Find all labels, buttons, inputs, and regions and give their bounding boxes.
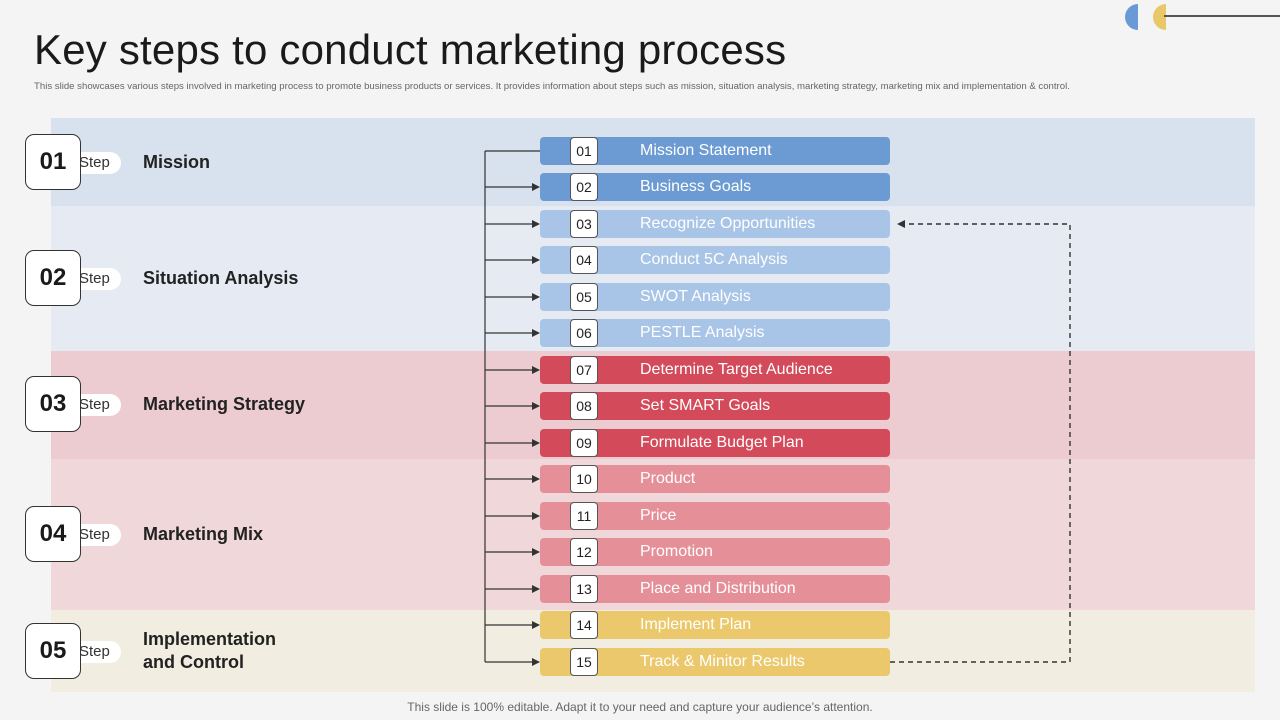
page-title: Key steps to conduct marketing process [34,26,787,73]
step-item-number: 13 [570,575,598,603]
step-item-label: Promotion [640,543,713,560]
step-number-box: 02 [25,250,81,306]
step-item-11: 11 Price [540,502,890,530]
step-item-number: 04 [570,246,598,274]
step-item-12: 12 Promotion [540,538,890,566]
decorative-line [1164,15,1280,17]
step-item-number: 02 [570,173,598,201]
step-label-marketing-strategy: Marketing Strategy [143,394,306,414]
step-item-label: Product [640,470,696,487]
step-item-label: SWOT Analysis [640,288,751,305]
step-item-15: 15 Track & Minitor Results [540,648,890,676]
step-item-number: 05 [570,283,598,311]
step-item-04: 04 Conduct 5C Analysis [540,246,890,274]
step-item-08: 08 Set SMART Goals [540,392,890,420]
step-item-09: 09 Formulate Budget Plan [540,429,890,457]
step-item-label: PESTLE Analysis [640,324,765,341]
step-item-05: 05 SWOT Analysis [540,283,890,311]
step-item-number: 03 [570,210,598,238]
step-item-label: Place and Distribution [640,580,796,597]
step-item-number: 07 [570,356,598,384]
step-item-number: 01 [570,137,598,165]
step-number-box: 01 [25,134,81,190]
step-item-label: Track & Minitor Results [640,653,805,670]
step-item-label: Mission Statement [640,142,772,159]
step-item-label: Formulate Budget Plan [640,434,804,451]
step-item-03: 03 Recognize Opportunities [540,210,890,238]
step-item-number: 10 [570,465,598,493]
page-subtitle: This slide showcases various steps invol… [34,81,1070,92]
step-pill: Step [70,394,121,416]
step-number-box: 05 [25,623,81,679]
step-item-10: 10 Product [540,465,890,493]
step-item-number: 06 [570,319,598,347]
step-item-number: 12 [570,538,598,566]
step-label-situation-analysis: Situation Analysis [143,268,299,288]
step-label-marketing-mix: Marketing Mix [143,524,264,544]
step-item-number: 15 [570,648,598,676]
step-pill: Step [70,524,121,546]
step-item-02: 02 Business Goals [540,173,890,201]
step-item-01: 01 Mission Statement [540,137,890,165]
step-pill: Step [70,268,121,290]
step-label-mission: Mission [143,152,211,172]
step-item-number: 11 [570,502,598,530]
step-item-07: 07 Determine Target Audience [540,356,890,384]
step-pill: Step [70,152,121,174]
step-item-label: Implement Plan [640,616,752,633]
step-item-number: 08 [570,392,598,420]
step-item-label: Price [640,507,677,524]
step-item-14: 14 Implement Plan [540,611,890,639]
step-pill: Step [70,641,121,663]
step-item-label: Conduct 5C Analysis [640,251,788,268]
decorative-semicircle-blue [1125,4,1138,30]
step-item-label: Recognize Opportunities [640,215,816,232]
step-item-number: 14 [570,611,598,639]
step-item-label: Business Goals [640,178,752,195]
step-number-box: 03 [25,376,81,432]
step-label-implementation-control: Implementation and Control [143,629,277,672]
step-item-06: 06 PESTLE Analysis [540,319,890,347]
step-number-box: 04 [25,506,81,562]
step-item-label: Set SMART Goals [640,397,771,414]
footer-note: This slide is 100% editable. Adapt it to… [407,700,873,714]
step-item-13: 13 Place and Distribution [540,575,890,603]
step-item-number: 09 [570,429,598,457]
decorative-semicircle-yellow [1153,4,1166,30]
step-item-label: Determine Target Audience [640,361,833,378]
feedback-loop-arrow [890,220,1071,663]
